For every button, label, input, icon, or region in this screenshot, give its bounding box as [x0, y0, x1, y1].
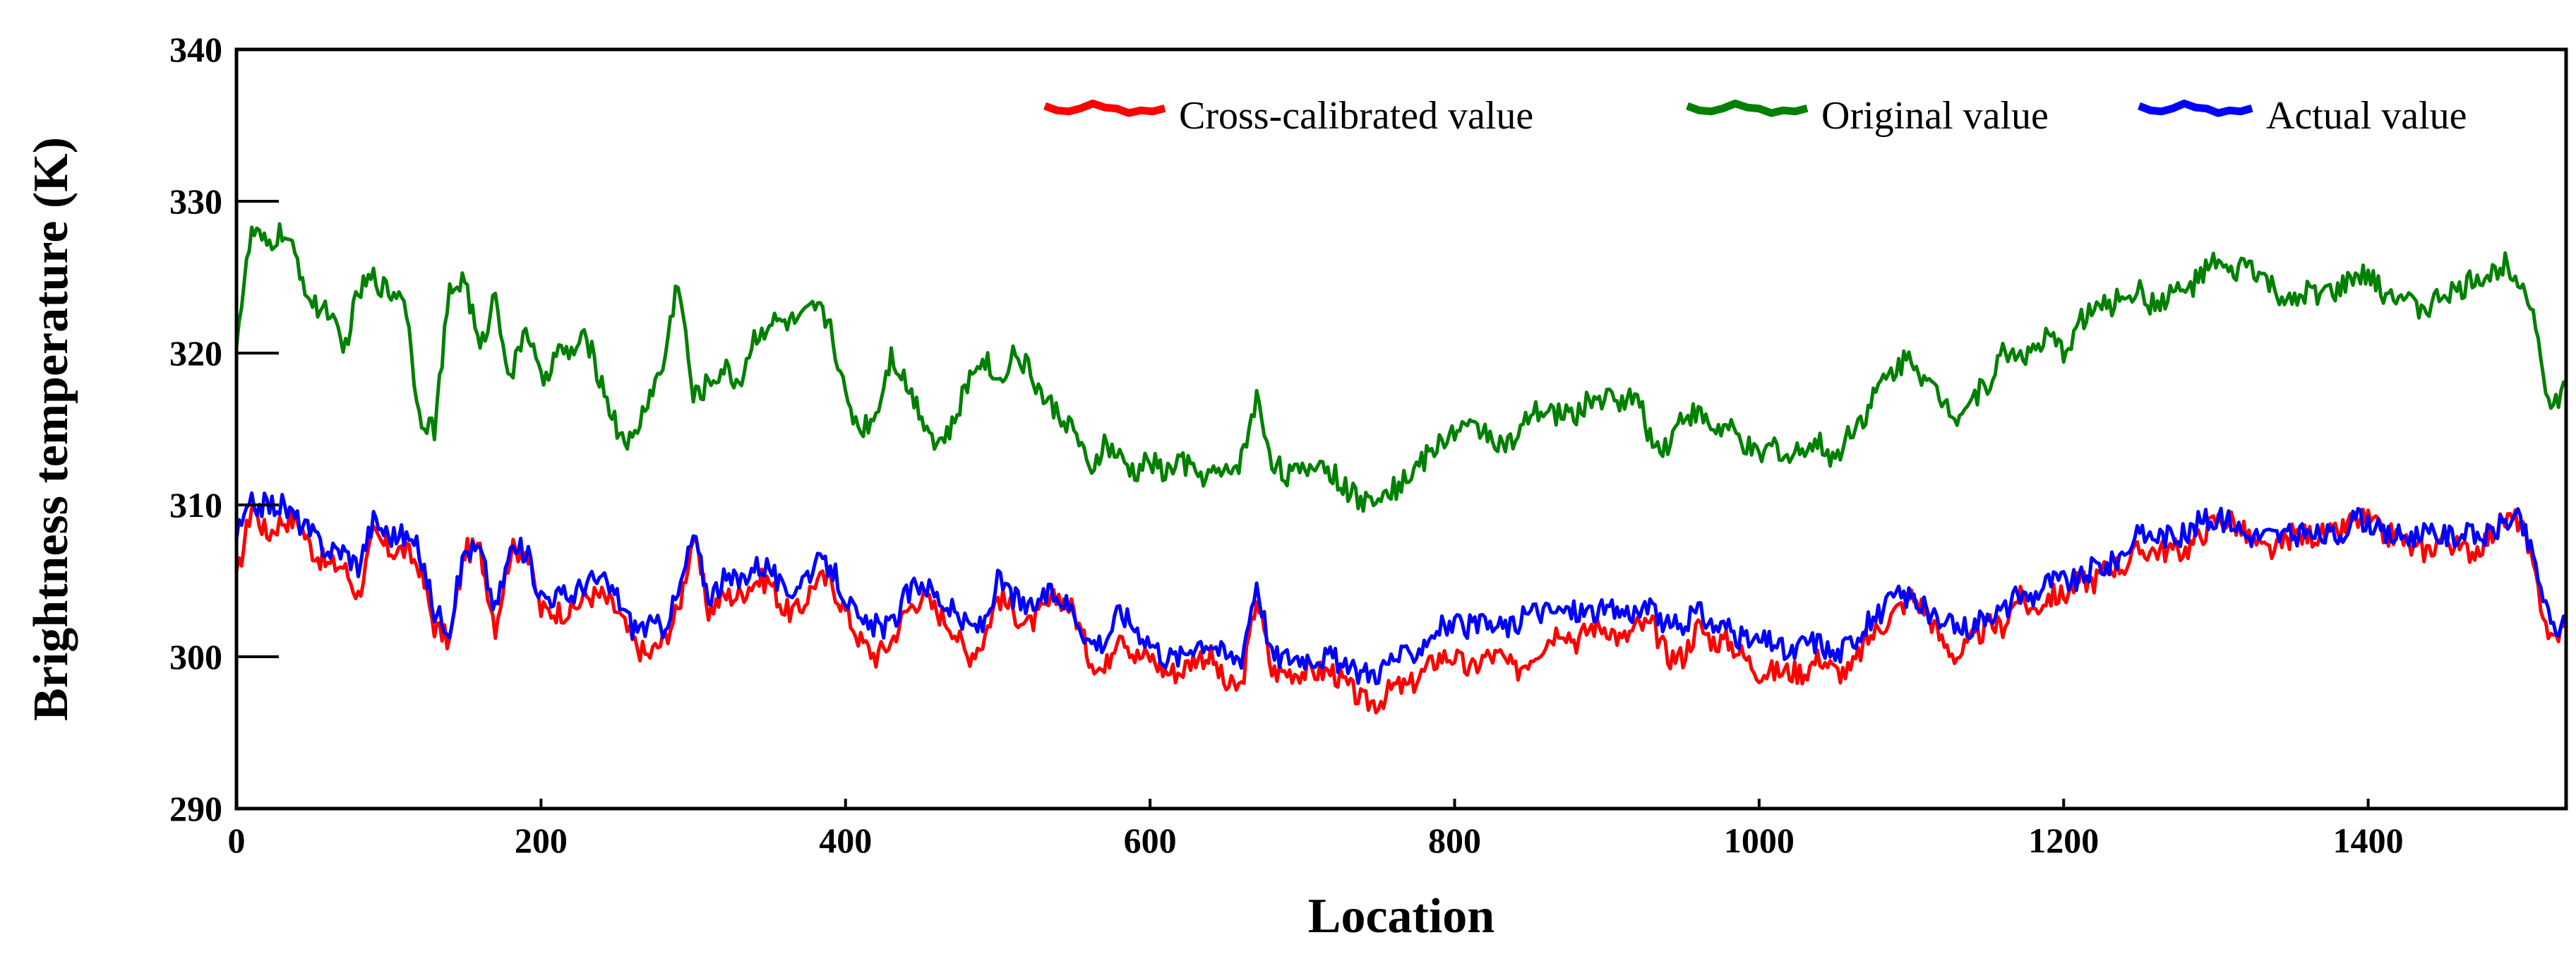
y-tick-label: 340 — [169, 30, 222, 69]
x-tick-label: 200 — [515, 821, 568, 860]
legend: Cross-calibrated value Original value Actu… — [1043, 94, 2467, 138]
y-axis-title: Brightness temperature (K) — [24, 137, 78, 721]
x-tick-label: 1000 — [1724, 821, 1795, 860]
legend-swatch-cross-calibrated-value — [1043, 100, 1166, 117]
x-axis-title: Location — [1308, 889, 1494, 943]
axis-ticks: 0 200 400 600 800 1000 1200 1400 290 300 310 320 330… — [169, 30, 2404, 860]
legend-label: Original value — [1821, 94, 2049, 138]
legend-label: Actual value — [2266, 94, 2467, 138]
x-tick-label: 1400 — [2333, 821, 2404, 860]
legend-swatch-actual-value — [2137, 100, 2253, 117]
x-tick-label: 600 — [1124, 821, 1177, 860]
y-tick-label: 300 — [169, 637, 222, 677]
y-tick-label: 320 — [169, 333, 222, 373]
plot-frame — [234, 47, 2568, 811]
plot-lines — [234, 222, 2568, 715]
x-tick-label: 400 — [819, 821, 872, 860]
series-line-original-value — [234, 222, 2568, 513]
legend-swatch-original-value — [1686, 100, 1809, 117]
x-tick-label: 1200 — [2028, 821, 2099, 860]
legend-label: Cross-calibrated value — [1179, 94, 1533, 138]
series-line-cross-calibrated-value — [234, 506, 2567, 715]
y-tick-label: 330 — [169, 181, 222, 221]
y-tick-label: 290 — [169, 789, 222, 828]
y-tick-label: 310 — [169, 485, 222, 525]
x-tick-label: 0 — [228, 821, 246, 860]
x-tick-label: 800 — [1428, 821, 1481, 860]
series-line-actual-value — [234, 491, 2568, 686]
